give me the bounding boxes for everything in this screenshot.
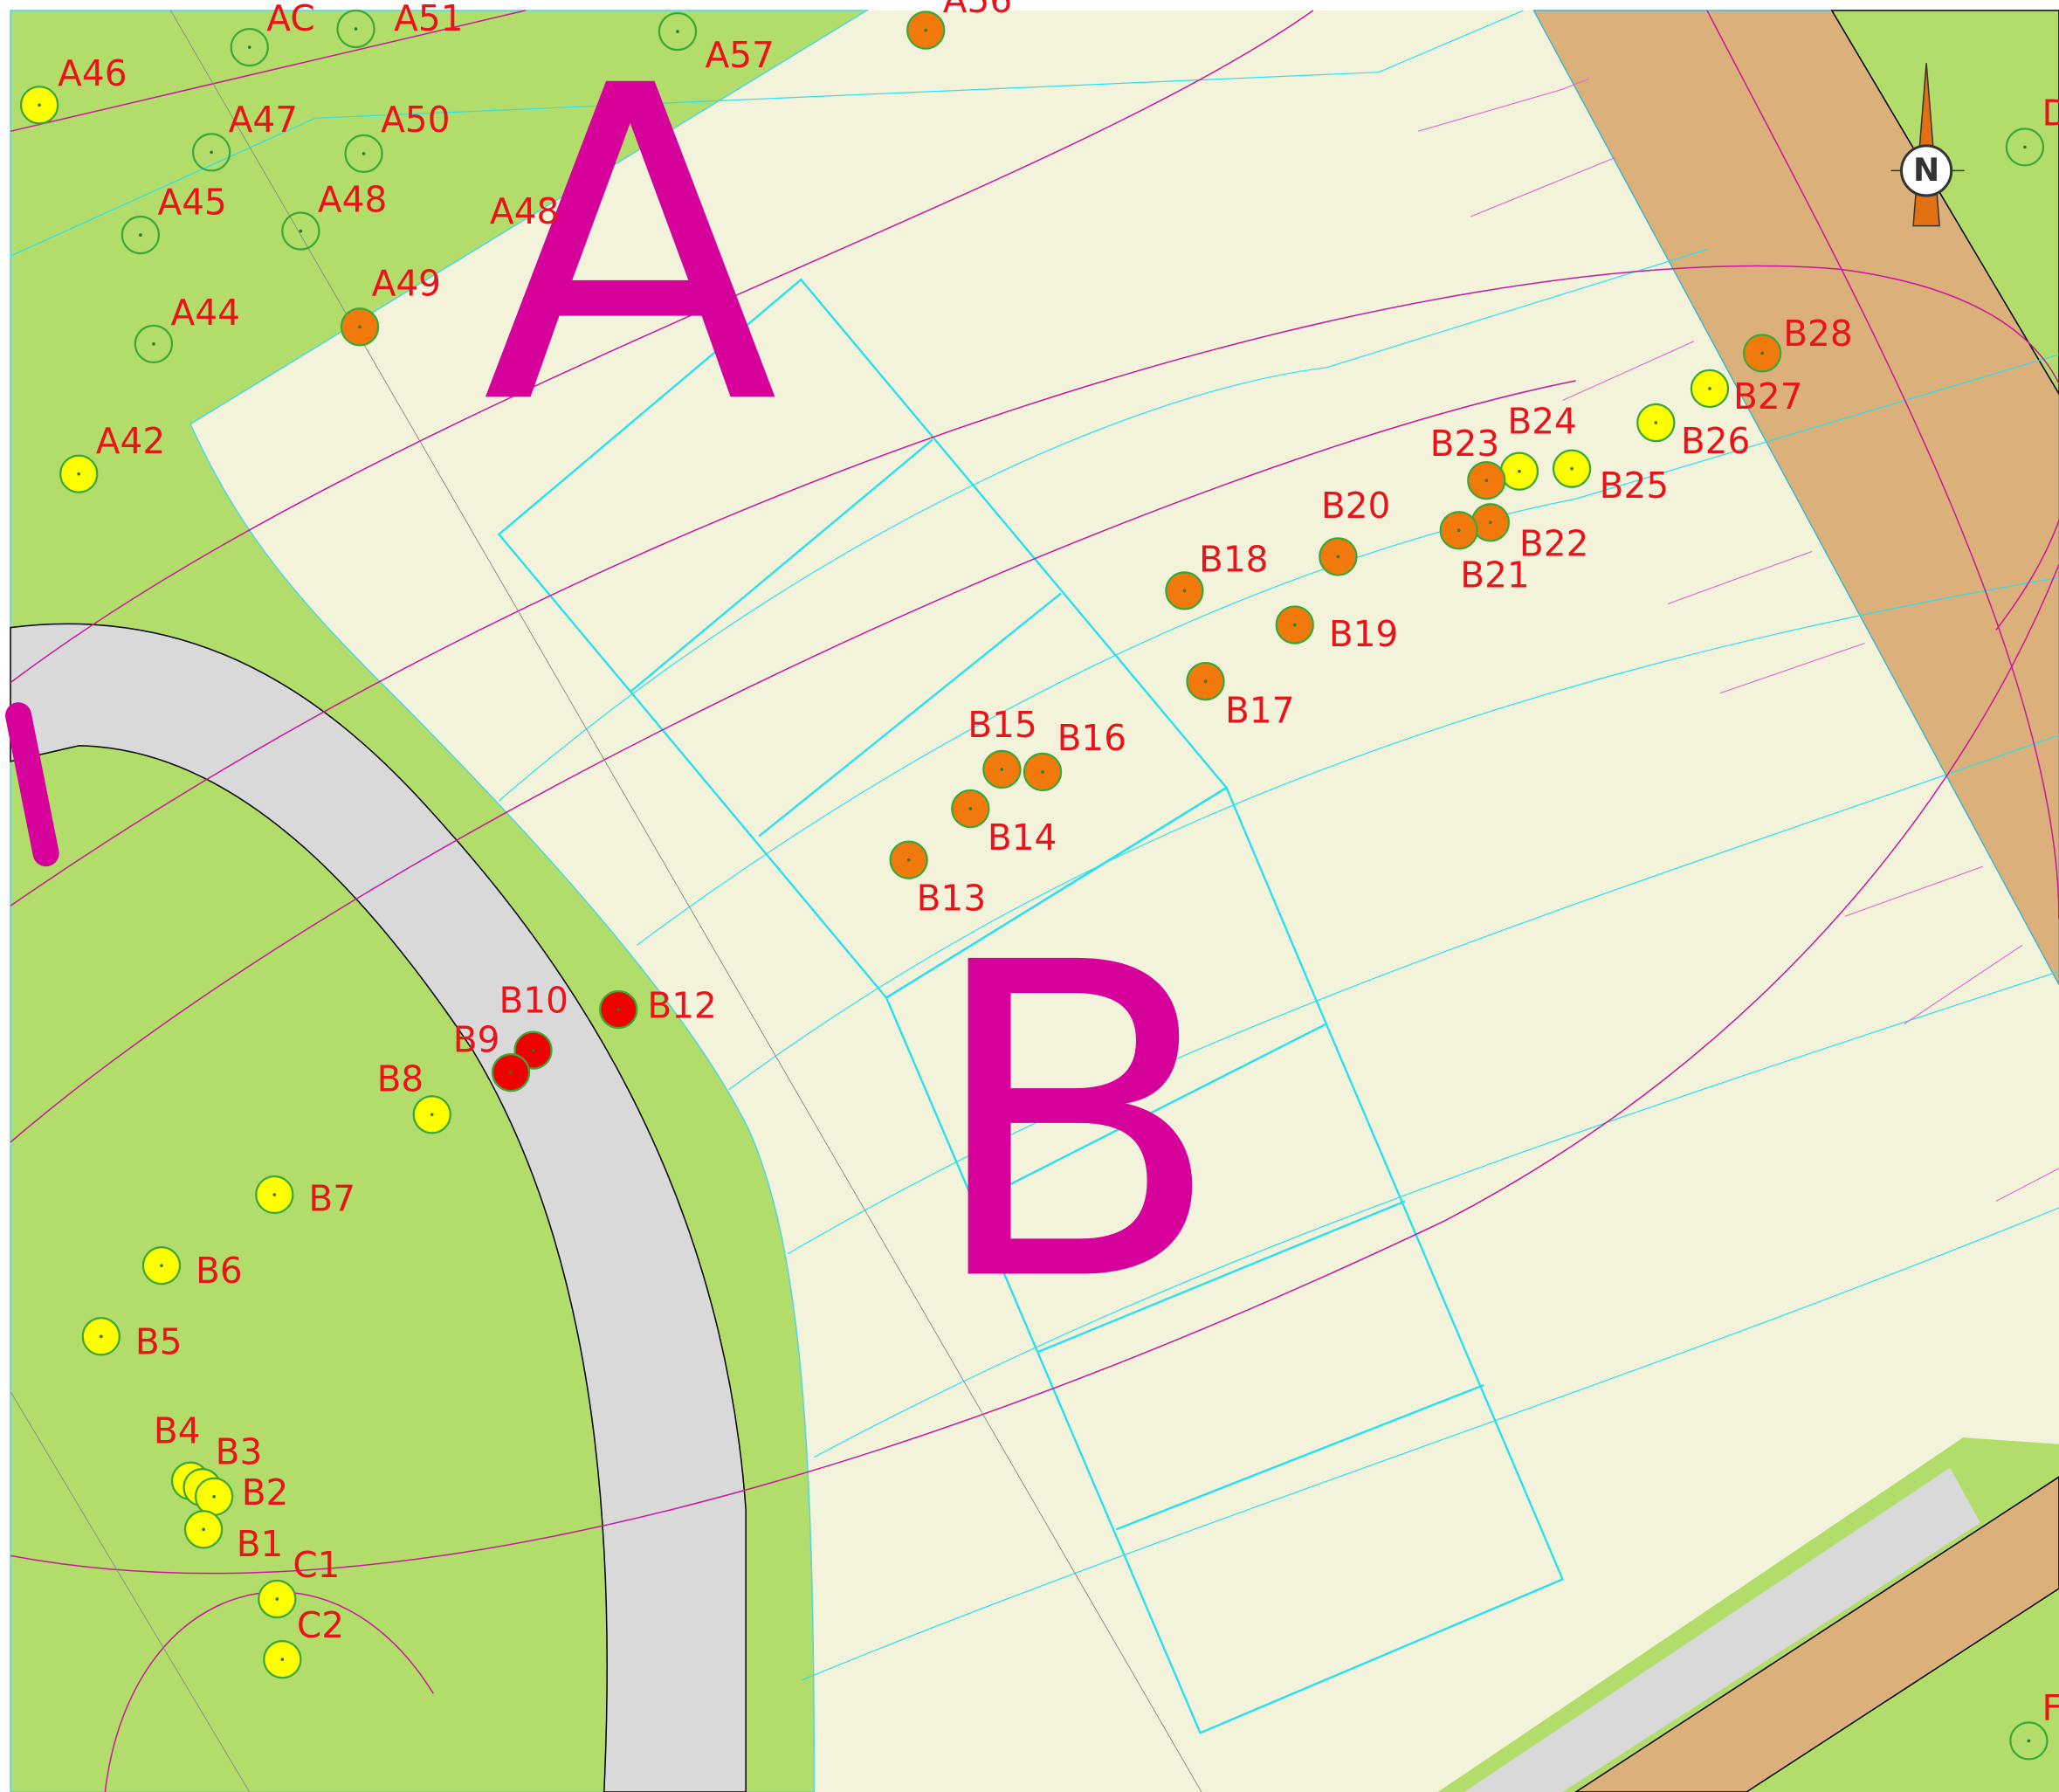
tree-label: B21: [1460, 554, 1529, 596]
tree-label: B22: [1519, 522, 1588, 564]
tree-label: B25: [1600, 465, 1669, 507]
tree-center: [430, 1113, 434, 1116]
tree-label: B13: [917, 877, 986, 919]
tree-label: B15: [968, 704, 1036, 746]
tree-center: [924, 29, 927, 32]
tree-center: [77, 472, 80, 476]
tree-center: [160, 1264, 163, 1267]
zone-label: B: [926, 872, 1222, 1377]
tree-center: [248, 45, 251, 49]
tree-label: C1: [293, 1544, 340, 1586]
tree-center: [355, 27, 358, 31]
plan-label: A48: [490, 190, 559, 232]
tree-label: B7: [308, 1178, 355, 1220]
tree-label: B4: [154, 1410, 201, 1452]
tree-label: A56: [943, 0, 1012, 21]
tree-label: A46: [58, 52, 127, 94]
tree-center: [300, 230, 303, 233]
tree-center: [1041, 770, 1044, 774]
tree-label: B1: [237, 1523, 284, 1565]
tree-center: [1337, 555, 1340, 559]
tree-center: [1570, 467, 1574, 471]
tree-label: A42: [96, 420, 165, 462]
tree-center: [1708, 387, 1711, 390]
tree-label: B28: [1783, 313, 1852, 355]
tree-center: [616, 1008, 620, 1011]
tree-label: F: [2042, 1687, 2059, 1729]
tree-label: B3: [216, 1431, 263, 1473]
tree-center: [152, 342, 155, 346]
tree-label: B14: [988, 817, 1057, 858]
tree-label: B19: [1329, 613, 1398, 655]
page: Plan {"zones":[{"label":"A"},{"label":"B…: [0, 0, 2059, 1792]
tree-center: [2023, 146, 2027, 149]
tree-label: B17: [1225, 689, 1294, 731]
tree-label: A50: [381, 99, 450, 141]
tree-center: [676, 30, 679, 33]
tree-label: A49: [372, 263, 441, 305]
tree-label: B6: [196, 1250, 243, 1292]
tree-label: A47: [229, 99, 298, 141]
tree-center: [1001, 768, 1004, 771]
tree-center: [362, 152, 366, 155]
tree-label: C2: [297, 1604, 344, 1646]
tree-label: B16: [1057, 717, 1126, 759]
tree-label: B8: [377, 1058, 424, 1100]
tree-center: [1760, 352, 1764, 355]
tree-label: A44: [170, 292, 239, 334]
tree-center: [100, 1335, 103, 1339]
tree-label: B24: [1507, 401, 1576, 443]
tree-label: AC: [266, 0, 314, 39]
tree-center: [1489, 521, 1492, 525]
north-label: N: [1913, 152, 1939, 189]
tree-label: B5: [135, 1320, 182, 1362]
tree-center: [272, 1193, 276, 1196]
tree-label: A48: [318, 179, 387, 221]
tree-label: D: [2042, 92, 2059, 134]
tree-center: [1485, 479, 1489, 482]
tree-label: A57: [706, 34, 775, 76]
tree-center: [358, 326, 362, 329]
tree-label: B27: [1733, 376, 1802, 417]
tree-label: B9: [453, 1019, 500, 1061]
tree-center: [212, 1495, 216, 1499]
tree-label: B10: [499, 980, 568, 1022]
tree-label: B12: [647, 985, 716, 1027]
tree-label: B26: [1681, 420, 1750, 462]
tree-label: B18: [1199, 538, 1268, 580]
tree-center: [210, 151, 213, 155]
tree-center: [1293, 624, 1297, 627]
tree-center: [1518, 470, 1521, 473]
tree-label: B23: [1430, 423, 1499, 465]
tree-center: [1655, 421, 1658, 424]
tree-center: [1457, 529, 1461, 533]
tree-center: [281, 1658, 285, 1661]
tree-center: [532, 1049, 535, 1052]
tree-center: [139, 233, 142, 237]
tree-label: B2: [242, 1472, 289, 1513]
tree-center: [38, 103, 41, 107]
tree-center: [509, 1071, 513, 1074]
tree-label: A45: [157, 182, 226, 224]
tree-center: [202, 1528, 205, 1532]
tree-label: B20: [1321, 485, 1390, 527]
tree-label: A51: [394, 0, 463, 39]
tree-center: [969, 807, 973, 810]
body: A B N A48 ACA51A57A56A46A47A50A45A48A49A…: [0, 0, 2059, 1792]
tree-center: [907, 858, 911, 862]
tree-center: [1204, 679, 1208, 683]
tree-center: [1183, 589, 1187, 593]
site-plan: A B N A48 ACA51A57A56A46A47A50A45A48A49A…: [0, 0, 2059, 1792]
tree-center: [276, 1597, 279, 1601]
tree-center: [2028, 1740, 2031, 1743]
